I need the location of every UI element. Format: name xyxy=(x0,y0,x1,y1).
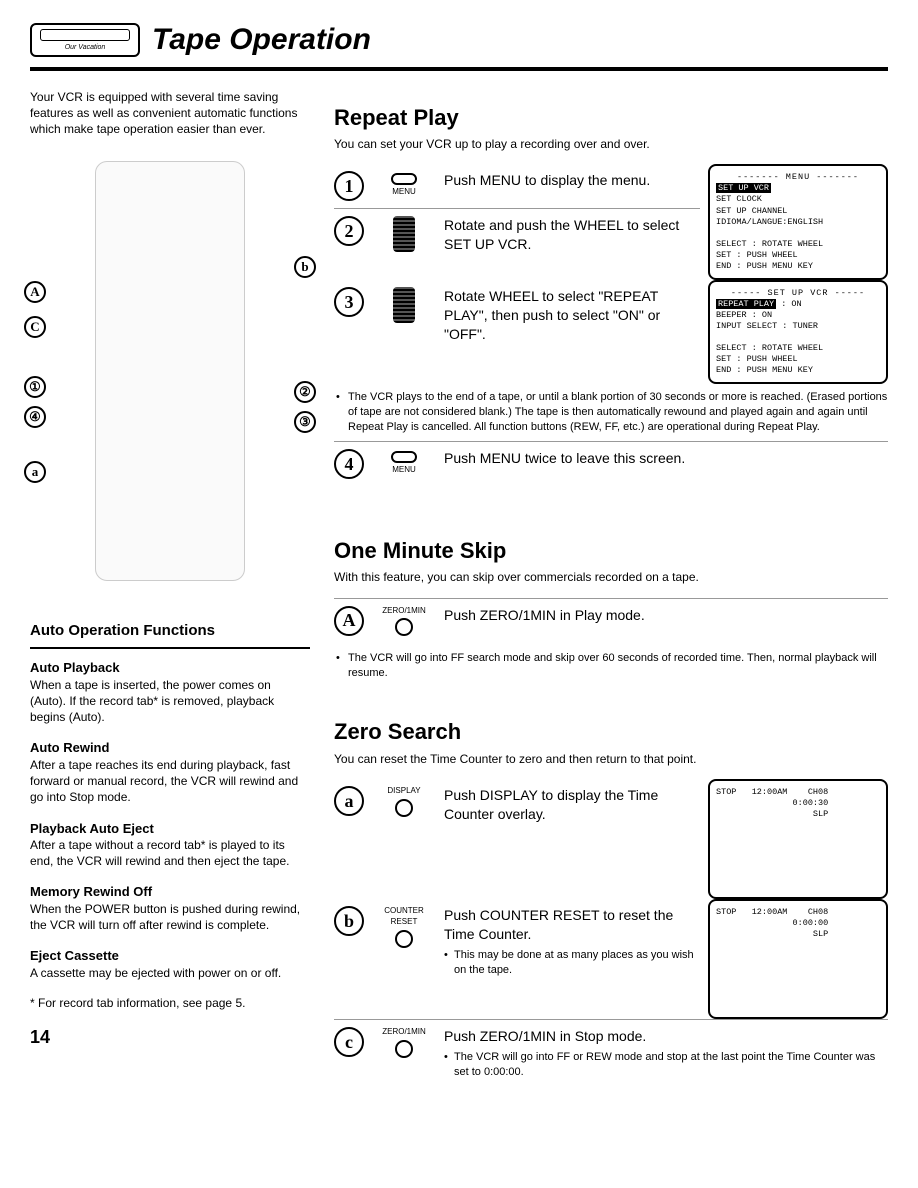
auto-function-item: Auto PlaybackWhen a tape is inserted, th… xyxy=(30,659,310,725)
record-tab-footnote: * For record tab information, see page 5… xyxy=(30,995,310,1011)
step-number: b xyxy=(334,906,364,936)
zero-1min-button-icon: ZERO/1MIN xyxy=(374,606,434,639)
one-minute-skip-sub: With this feature, you can skip over com… xyxy=(334,569,888,585)
auto-items: Auto PlaybackWhen a tape is inserted, th… xyxy=(30,659,310,981)
repeat-play-sub: You can set your VCR up to play a record… xyxy=(334,136,888,152)
callout-1: ① xyxy=(24,376,46,398)
one-minute-skip-title: One Minute Skip xyxy=(334,536,888,566)
auto-item-title: Eject Cassette xyxy=(30,947,310,965)
callout-b: b xyxy=(294,256,316,278)
menu-button-icon: MENU xyxy=(374,449,434,476)
repeat-step-1: 1 MENU Push MENU to display the menu. xyxy=(334,164,700,208)
counter-screen-1: STOP 12:00AM CH08 0:00:30 SLP xyxy=(708,779,888,899)
auto-item-desc: A cassette may be ejected with power on … xyxy=(30,965,310,981)
auto-item-title: Auto Rewind xyxy=(30,739,310,757)
auto-item-desc: When a tape is inserted, the power comes… xyxy=(30,677,310,726)
auto-rule xyxy=(30,647,310,649)
page-header: Our Vacation Tape Operation xyxy=(30,20,888,61)
step-number: 2 xyxy=(334,216,364,246)
step-subnote: This may be done at as many places as yo… xyxy=(444,948,700,978)
zero-step-c: c ZERO/1MIN Push ZERO/1MIN in Stop mode.… xyxy=(334,1019,888,1087)
zero-step-a: a DISPLAY Push DISPLAY to display the Ti… xyxy=(334,779,700,831)
counter-reset-button-icon: COUNTER RESET xyxy=(374,906,434,950)
step-text: Push MENU twice to leave this screen. xyxy=(444,449,888,468)
step-number: 1 xyxy=(334,171,364,201)
step-number: a xyxy=(334,786,364,816)
auto-function-item: Eject CassetteA cassette may be ejected … xyxy=(30,947,310,981)
callout-a: a xyxy=(24,461,46,483)
auto-heading: Auto Operation Functions xyxy=(30,621,310,641)
callout-A: A xyxy=(24,281,46,303)
auto-item-desc: After a tape without a record tab* is pl… xyxy=(30,837,310,869)
step-number: A xyxy=(334,606,364,636)
page-title: Tape Operation xyxy=(152,20,371,61)
header-rule xyxy=(30,67,888,71)
zero-search-sub: You can reset the Time Counter to zero a… xyxy=(334,751,888,767)
menu-screen: ------- MENU -------SET UP VCRSET CLOCKS… xyxy=(708,164,888,279)
repeat-step-4: 4 MENU Push MENU twice to leave this scr… xyxy=(334,441,888,486)
repeat-play-title: Repeat Play xyxy=(334,103,888,133)
zero-step-b: b COUNTER RESET Push COUNTER RESET to re… xyxy=(334,899,700,984)
callout-4: ④ xyxy=(24,406,46,428)
step-text: Rotate WHEEL to select "REPEAT PLAY", th… xyxy=(444,287,700,344)
step-number: 4 xyxy=(334,449,364,479)
setup-vcr-screen: ----- SET UP VCR -----REPEAT PLAY : ONBE… xyxy=(708,280,888,384)
auto-item-title: Auto Playback xyxy=(30,659,310,677)
auto-item-title: Memory Rewind Off xyxy=(30,883,310,901)
tape-cassette-icon: Our Vacation xyxy=(30,23,140,57)
step-number: 3 xyxy=(334,287,364,317)
remote-control-diagram xyxy=(95,161,245,581)
auto-item-desc: After a tape reaches its end during play… xyxy=(30,757,310,806)
counter-screen-2: STOP 12:00AM CH08 0:00:00 SLP xyxy=(708,899,888,1019)
auto-item-desc: When the POWER button is pushed during r… xyxy=(30,901,310,933)
step-subnote: The VCR will go into FF or REW mode and … xyxy=(444,1050,888,1080)
repeat-step-2: 2 Rotate and push the WHEEL to select SE… xyxy=(334,208,700,261)
auto-item-title: Playback Auto Eject xyxy=(30,820,310,838)
step-text: Push DISPLAY to display the Time Counter… xyxy=(444,786,700,824)
display-button-icon: DISPLAY xyxy=(374,786,434,819)
auto-function-item: Playback Auto EjectAfter a tape without … xyxy=(30,820,310,870)
auto-function-item: Memory Rewind OffWhen the POWER button i… xyxy=(30,883,310,933)
callout-C: C xyxy=(24,316,46,338)
repeat-play-note: The VCR plays to the end of a tape, or u… xyxy=(334,384,888,441)
zero-search-title: Zero Search xyxy=(334,717,888,747)
wheel-icon xyxy=(374,216,434,252)
wheel-icon xyxy=(374,287,434,323)
auto-function-item: Auto RewindAfter a tape reaches its end … xyxy=(30,739,310,805)
step-number: c xyxy=(334,1027,364,1057)
callout-2: ② xyxy=(294,381,316,403)
step-text: Push COUNTER RESET to reset the Time Cou… xyxy=(444,906,700,977)
step-text: Push ZERO/1MIN in Stop mode. The VCR wil… xyxy=(444,1027,888,1080)
menu-button-icon: MENU xyxy=(374,171,434,198)
page-number: 14 xyxy=(30,1025,310,1049)
skip-step-A: A ZERO/1MIN Push ZERO/1MIN in Play mode. xyxy=(334,598,888,646)
skip-note: The VCR will go into FF search mode and … xyxy=(334,645,888,687)
step-text: Push MENU to display the menu. xyxy=(444,171,700,190)
step-text: Rotate and push the WHEEL to select SET … xyxy=(444,216,700,254)
callout-3: ③ xyxy=(294,411,316,433)
zero-1min-button-icon: ZERO/1MIN xyxy=(374,1027,434,1060)
step-text: Push ZERO/1MIN in Play mode. xyxy=(444,606,888,625)
repeat-step-3: 3 Rotate WHEEL to select "REPEAT PLAY", … xyxy=(334,280,700,351)
tape-label: Our Vacation xyxy=(65,43,106,52)
intro-text: Your VCR is equipped with several time s… xyxy=(30,89,310,138)
